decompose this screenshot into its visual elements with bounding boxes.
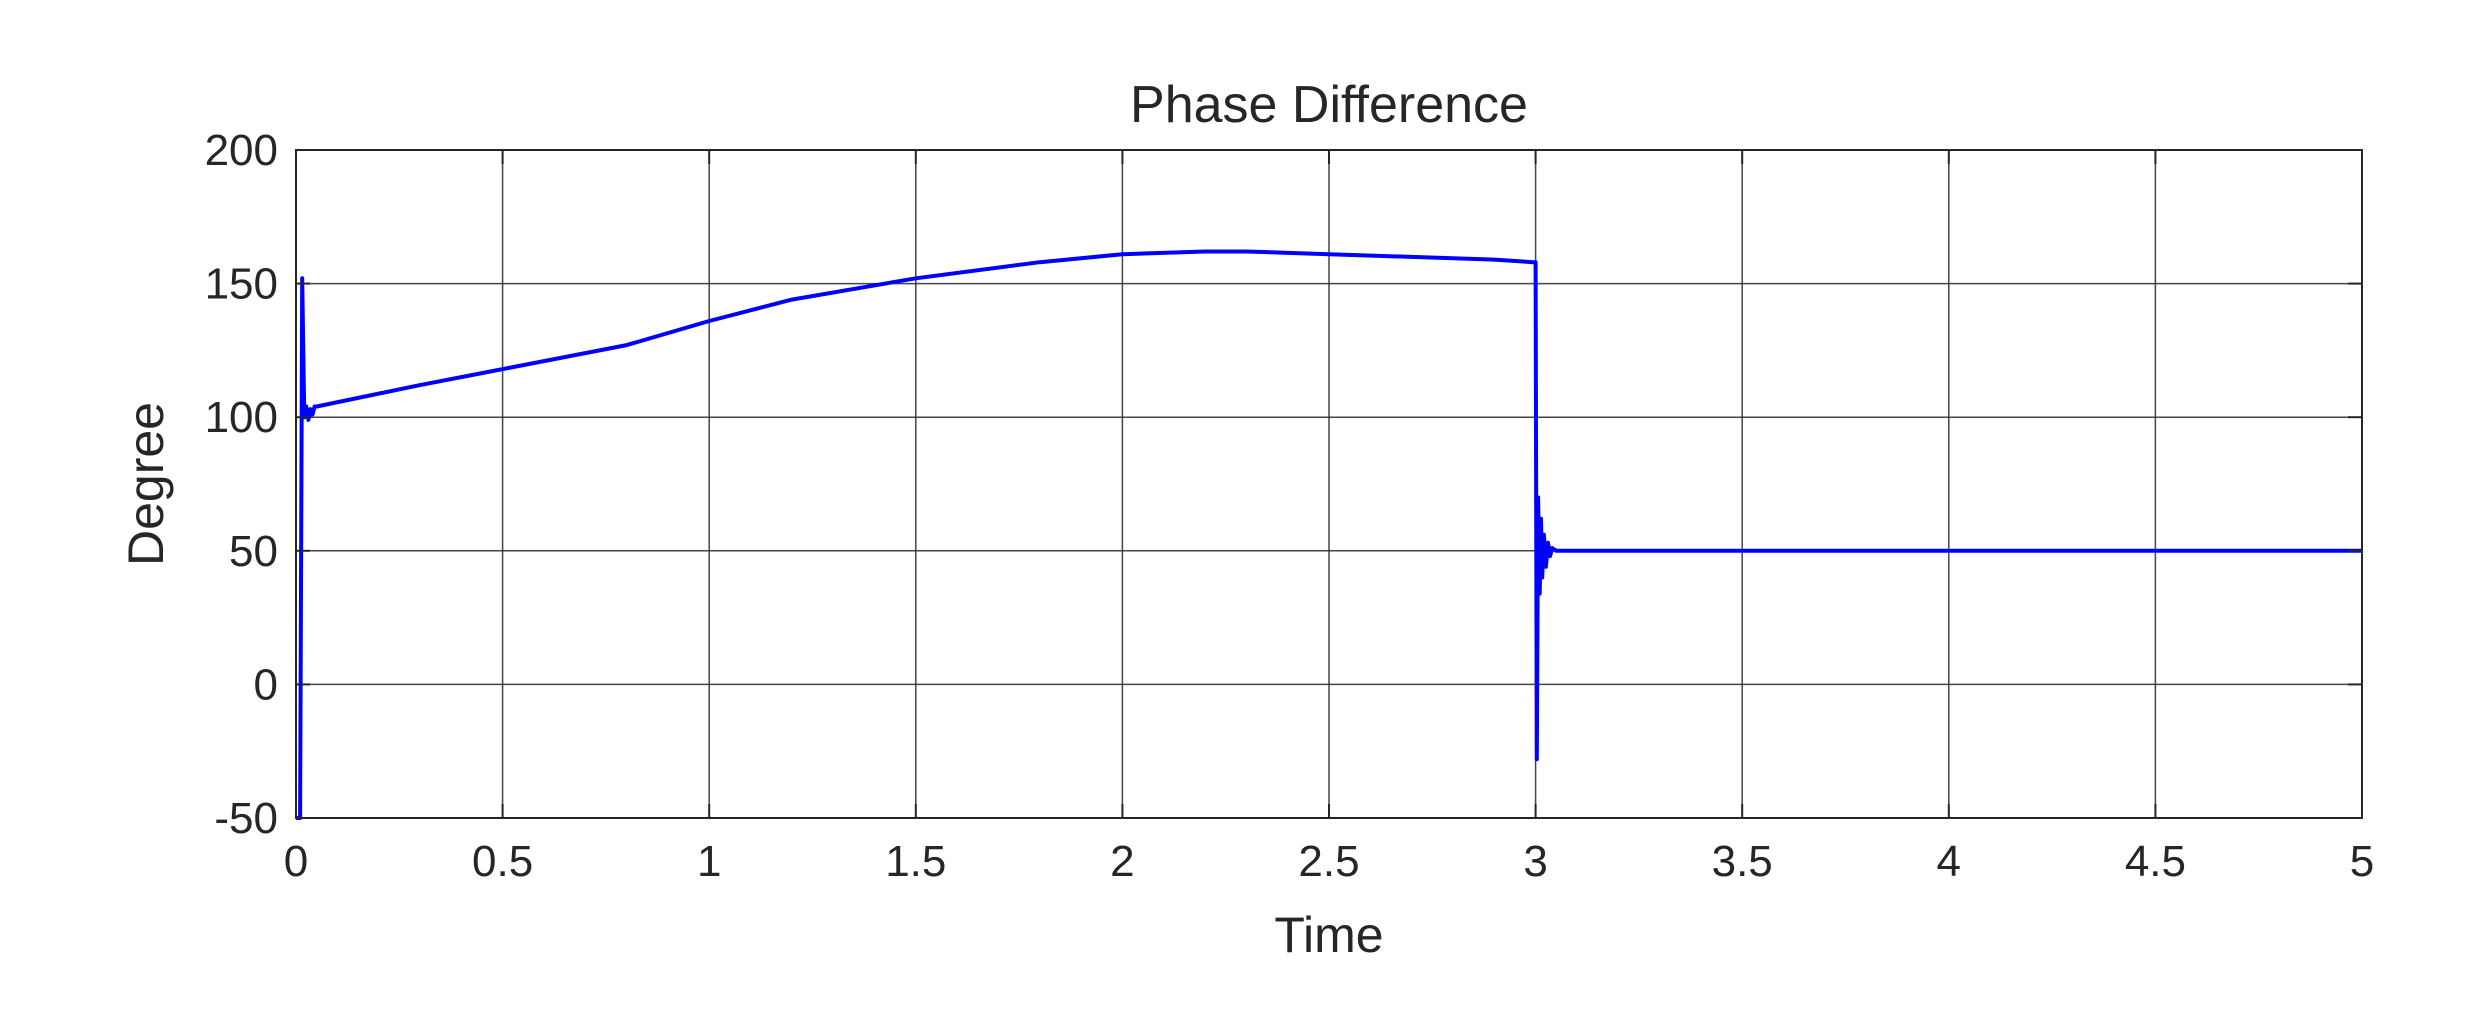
series-line: [296, 249, 2362, 820]
tick-marks: [295, 149, 2363, 819]
y-tick-labels: -50 0 50 100 150 200: [205, 126, 278, 843]
x-tick-label: 1.5: [885, 837, 946, 886]
x-axis-label: Time: [1274, 907, 1383, 963]
x-tick-label: 1: [697, 837, 721, 886]
y-tick-label: 200: [205, 126, 278, 175]
y-tick-label: 100: [205, 393, 278, 442]
x-tick-label: 2: [1110, 837, 1134, 886]
x-tick-label: 3: [1523, 837, 1547, 886]
y-tick-label: 50: [229, 527, 278, 576]
data-layer: [296, 249, 2362, 820]
x-tick-labels: 0 0.5 1 1.5 2 2.5 3 3.5 4 4.5 5: [284, 837, 2374, 886]
y-axis-label: Degree: [118, 402, 174, 566]
y-tick-label: 0: [254, 660, 278, 709]
y-tick-label: 150: [205, 260, 278, 309]
x-tick-label: 4.5: [2125, 837, 2186, 886]
x-tick-label: 5: [2350, 837, 2374, 886]
x-tick-label: 3.5: [1712, 837, 1773, 886]
chart-title: Phase Difference: [1130, 76, 1528, 134]
x-tick-label: 2.5: [1298, 837, 1359, 886]
y-tick-label: -50: [214, 794, 278, 843]
x-tick-label: 0.5: [472, 837, 533, 886]
x-tick-label: 4: [1937, 837, 1961, 886]
x-tick-label: 0: [284, 837, 308, 886]
